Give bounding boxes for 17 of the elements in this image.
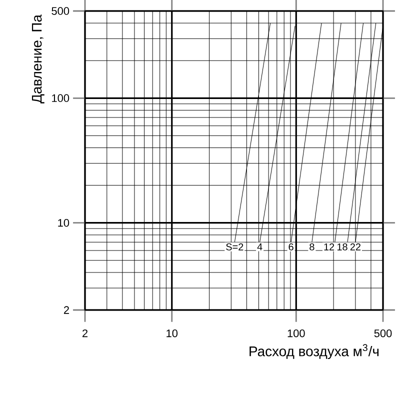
y-tick-label: 500	[52, 7, 70, 15]
x-axis-title: Расход воздуха м$^{3}$/ч	[250, 344, 379, 360]
series-label: 18	[337, 243, 348, 250]
x-tick-label: 10	[166, 329, 178, 338]
y-axis-title: Давление, Па	[32, 14, 44, 104]
y-tick-label: 100	[52, 94, 70, 102]
series-label: 12	[324, 243, 334, 250]
series-label: S=2	[226, 243, 244, 250]
x-tick-label: 500	[374, 329, 392, 338]
x-tick-label: 2	[82, 329, 88, 338]
series-label: 8	[310, 243, 314, 250]
series-label: 4	[257, 243, 262, 250]
y-tick-label: 10	[58, 218, 70, 227]
series-label: 22	[350, 243, 360, 250]
series-label: 6	[288, 243, 294, 250]
x-tick-label: 100	[288, 329, 305, 338]
y-tick-label: 2	[64, 306, 69, 314]
